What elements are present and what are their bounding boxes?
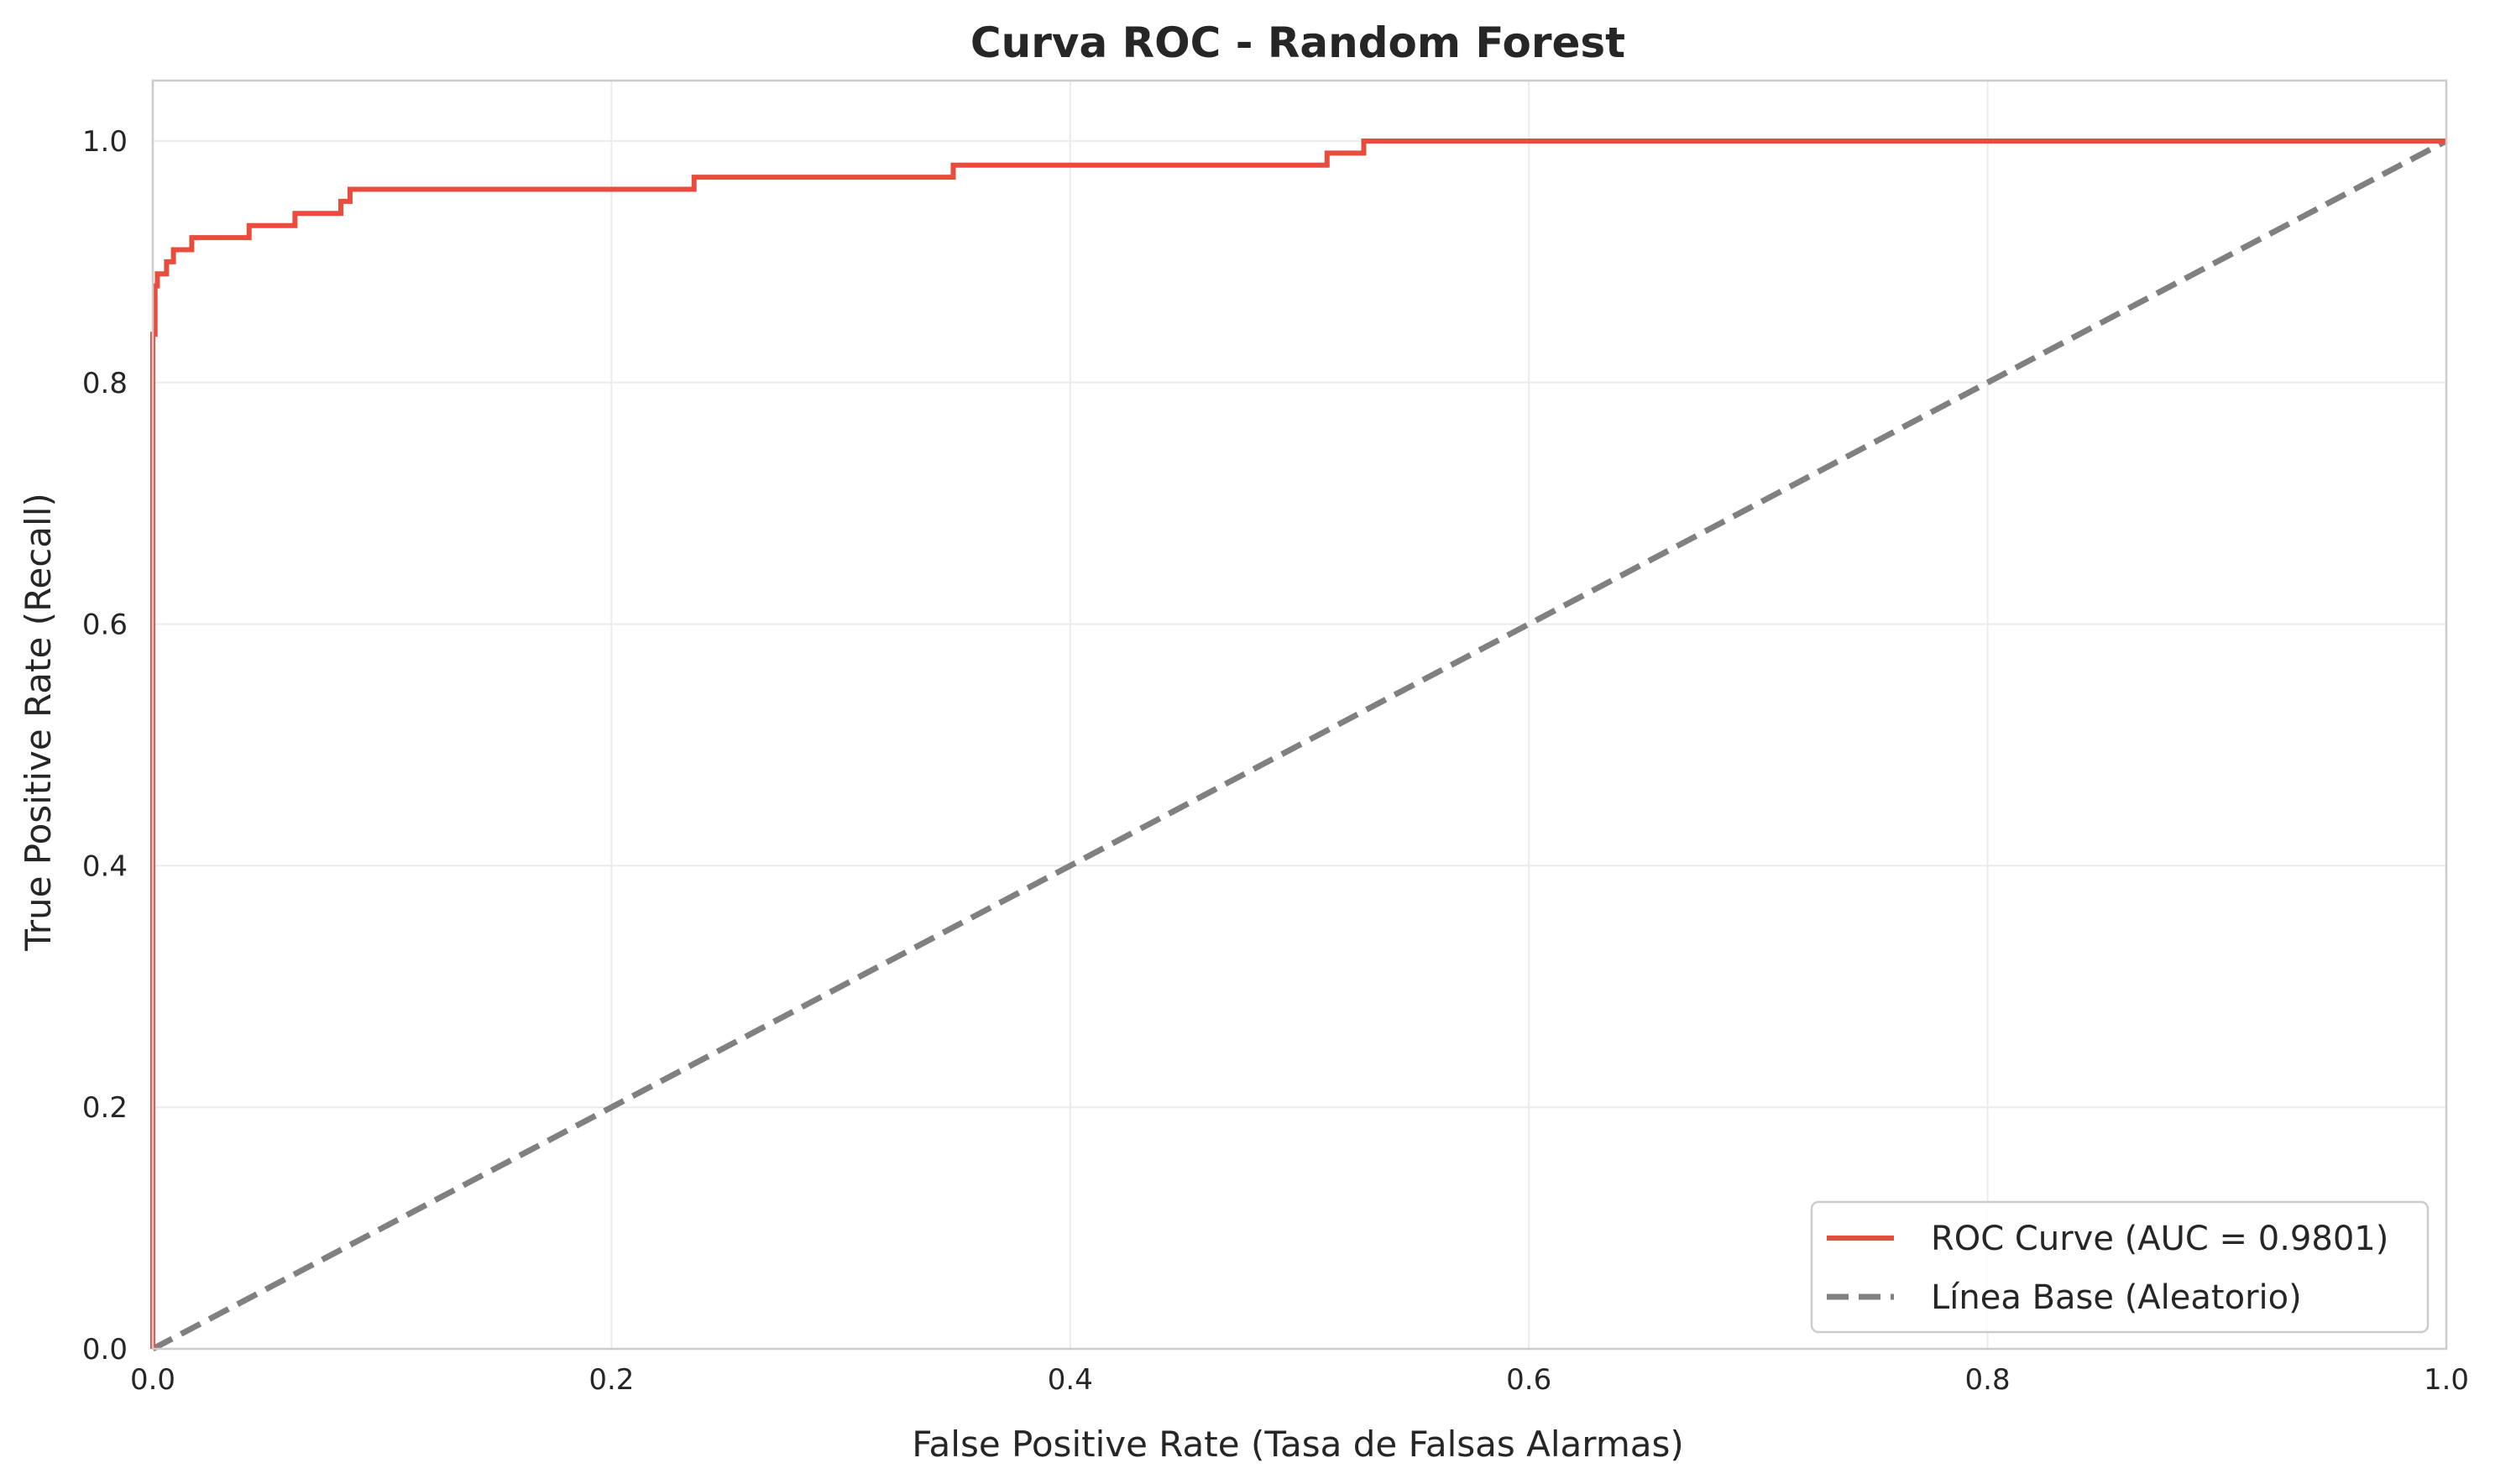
legend: ROC Curve (AUC = 0.9801) Línea Base (Alea… bbox=[1810, 1200, 2430, 1334]
x-tick-label: 0.0 bbox=[130, 1363, 175, 1397]
legend-label: Línea Base (Aleatorio) bbox=[1931, 1278, 2302, 1317]
legend-label: ROC Curve (AUC = 0.9801) bbox=[1931, 1220, 2388, 1258]
plot-area bbox=[153, 81, 2446, 1349]
y-tick-label: 0.2 bbox=[82, 1091, 128, 1125]
legend-box bbox=[1810, 1200, 2430, 1334]
y-axis-ticks: 0.0 0.2 0.4 0.6 0.8 1.0 bbox=[82, 125, 128, 1366]
y-tick-label: 1.0 bbox=[82, 125, 128, 159]
y-tick-label: 0.8 bbox=[82, 367, 128, 400]
series-layer bbox=[150, 138, 2448, 1352]
plot-frame bbox=[151, 79, 2448, 1351]
x-tick-label: 0.4 bbox=[1048, 1363, 1093, 1397]
y-tick-label: 0.6 bbox=[82, 609, 128, 642]
x-tick-label: 1.0 bbox=[2424, 1363, 2469, 1397]
y-axis-label: True Positive Rate (Recall) bbox=[18, 493, 59, 952]
roc-curve-line bbox=[150, 138, 2446, 1349]
y-tick-label: 0.0 bbox=[82, 1333, 128, 1366]
x-axis-ticks: 0.0 0.2 0.4 0.6 0.8 1.0 bbox=[130, 1363, 2469, 1397]
baseline-line bbox=[151, 138, 2448, 1352]
y-tick-label: 0.4 bbox=[82, 849, 128, 883]
x-tick-label: 0.8 bbox=[1965, 1363, 2011, 1397]
x-axis-label: False Positive Rate (Tasa de Falsas Alar… bbox=[912, 1424, 1684, 1465]
x-tick-label: 0.2 bbox=[588, 1363, 634, 1397]
x-tick-label: 0.6 bbox=[1506, 1363, 1551, 1397]
chart-title: Curva ROC - Random Forest bbox=[970, 18, 1625, 67]
